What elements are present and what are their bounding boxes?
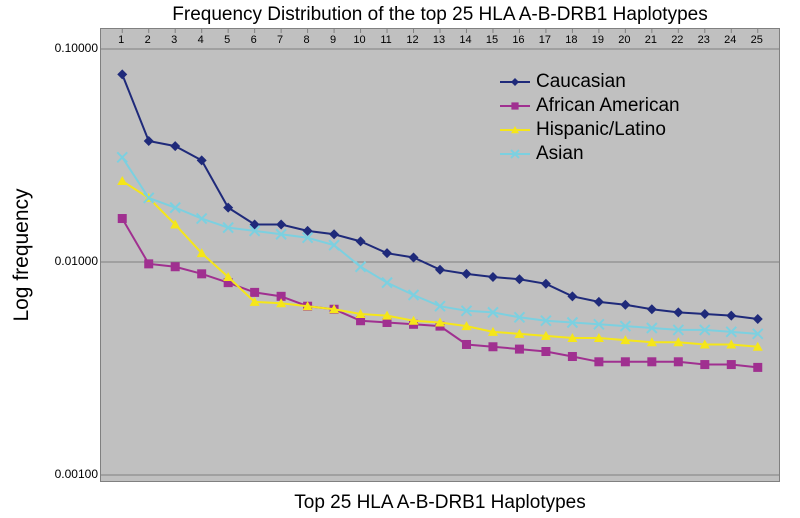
x-tick-label: 11	[380, 34, 391, 46]
y-tick-label: 0.10000	[55, 41, 98, 55]
x-tick-label: 25	[751, 34, 763, 46]
y-tick-label: 0.00100	[55, 467, 98, 481]
legend-swatch-icon	[500, 75, 530, 89]
x-axis-label: Top 25 HLA A-B-DRB1 Haplotypes	[100, 492, 780, 514]
x-tick-label: 3	[171, 34, 177, 46]
legend-item: African American	[500, 94, 680, 118]
x-tick-label: 1	[118, 34, 124, 46]
x-tick-label: 7	[277, 34, 283, 46]
x-tick-label: 17	[539, 34, 551, 46]
legend-swatch-icon	[500, 99, 530, 113]
legend-item: Caucasian	[500, 70, 680, 94]
legend: CaucasianAfrican AmericanHispanic/Latino…	[500, 70, 680, 166]
x-tick-label: 20	[618, 34, 630, 46]
y-axis-label: Log frequency	[10, 188, 34, 321]
legend-swatch-icon	[500, 147, 530, 161]
legend-label: Caucasian	[536, 71, 626, 93]
x-tick-label: 15	[486, 34, 498, 46]
legend-label: Hispanic/Latino	[536, 119, 666, 141]
legend-label: African American	[536, 95, 680, 117]
x-tick-label: 9	[330, 34, 336, 46]
x-tick-label: 8	[304, 34, 310, 46]
x-tick-label: 22	[671, 34, 683, 46]
chart-title: Frequency Distribution of the top 25 HLA…	[100, 4, 780, 26]
x-tick-label: 10	[353, 34, 365, 46]
x-tick-label: 13	[433, 34, 445, 46]
chart-container: Frequency Distribution of the top 25 HLA…	[0, 0, 800, 518]
legend-swatch-icon	[500, 123, 530, 137]
legend-item: Hispanic/Latino	[500, 118, 680, 142]
x-tick-label: 4	[198, 34, 204, 46]
x-tick-label: 18	[565, 34, 577, 46]
x-tick-label: 23	[698, 34, 710, 46]
x-tick-label: 14	[459, 34, 471, 46]
x-tick-label: 12	[406, 34, 418, 46]
x-tick-label: 21	[645, 34, 657, 46]
y-tick-label: 0.01000	[55, 254, 98, 268]
x-tick-label: 24	[724, 34, 736, 46]
x-tick-label: 16	[512, 34, 524, 46]
x-tick-label: 5	[224, 34, 230, 46]
x-tick-label: 6	[251, 34, 257, 46]
x-tick-label: 19	[592, 34, 604, 46]
x-tick-label: 2	[145, 34, 151, 46]
legend-item: Asian	[500, 142, 680, 166]
legend-label: Asian	[536, 143, 584, 165]
